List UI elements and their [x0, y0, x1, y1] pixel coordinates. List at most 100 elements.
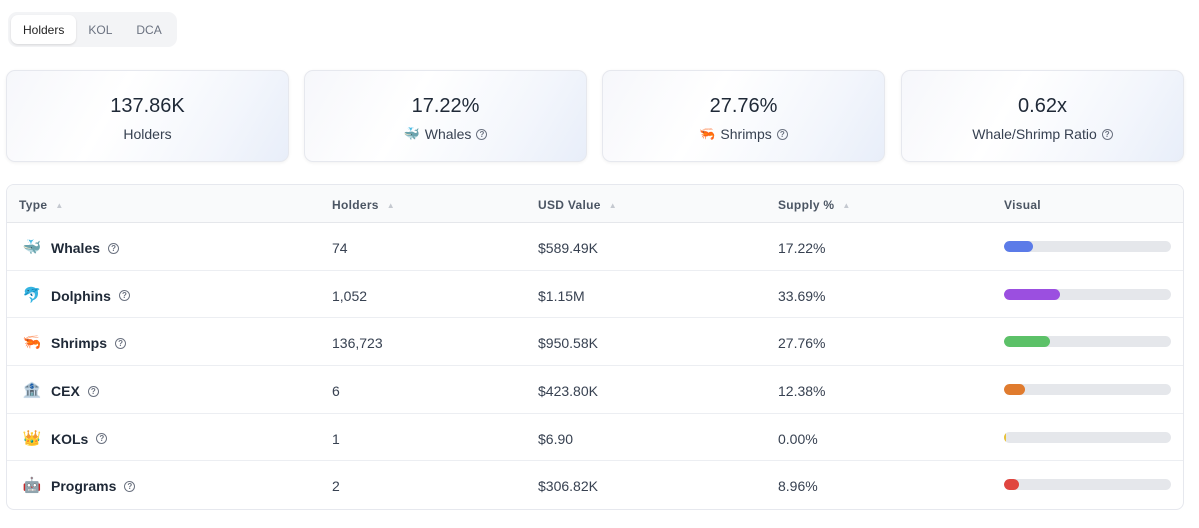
view-tabs: Holders KOL DCA: [8, 12, 177, 47]
holders-count: 74: [332, 240, 348, 256]
supply-percent: 0.00%: [778, 430, 818, 447]
type-cell: 🐳 Whales?: [21, 238, 120, 258]
usd-value: $423.80K: [538, 383, 598, 400]
help-icon[interactable]: ?: [87, 385, 99, 397]
tab-holders[interactable]: Holders: [11, 15, 77, 44]
usd-value: $1.15M: [538, 287, 585, 304]
table-row: 🐳 Whales? 74 $589.49K 17.22%: [7, 223, 1183, 271]
holders-label: Holders: [7, 126, 288, 142]
help-icon[interactable]: ?: [96, 433, 108, 445]
supply-bar: [1004, 288, 1171, 300]
supply-bar-fill: [1004, 479, 1019, 491]
sort-icon[interactable]: ▲: [608, 200, 617, 210]
cex-icon: 🏦: [22, 382, 42, 400]
holders-count: 6: [332, 383, 340, 400]
table-row: 🐬 Dolphins? 1,052 $1.15M 33.69%: [7, 271, 1183, 319]
shrimps-icon: 🦐: [22, 334, 42, 352]
holders-table: Type ▲ Holders ▲ USD Value ▲ Supply % ▲ …: [6, 184, 1184, 510]
supply-bar: [1004, 479, 1171, 491]
summary-cards: 137.86K Holders 17.22% 🐳 Whales ? 27.76%…: [6, 70, 1184, 162]
help-icon[interactable]: ?: [115, 337, 127, 349]
card-whales: 17.22% 🐳 Whales ?: [304, 70, 587, 162]
whales-label-text: Whales: [424, 126, 472, 142]
header-type[interactable]: Type ▲: [19, 198, 64, 212]
header-visual-label: Visual: [1004, 198, 1041, 212]
help-icon[interactable]: ?: [476, 128, 488, 140]
whale-icon: 🐳: [403, 126, 420, 141]
holders-count: 136,723: [332, 335, 383, 352]
shrimp-icon: 🦐: [699, 126, 716, 141]
card-ratio: 0.62x Whale/Shrimp Ratio ?: [901, 70, 1184, 162]
supply-percent: 8.96%: [778, 478, 818, 495]
usd-value: $306.82K: [538, 478, 598, 495]
header-type-label: Type: [19, 198, 48, 212]
header-holders-label: Holders: [332, 198, 379, 212]
sort-icon[interactable]: ▲: [842, 200, 851, 210]
whales-value: 17.22%: [411, 95, 480, 117]
table-row: 🦐 Shrimps? 136,723 $950.58K 27.76%: [7, 318, 1183, 367]
supply-percent: 17.22%: [778, 240, 826, 256]
tab-dca[interactable]: DCA: [136, 23, 162, 37]
type-cell: 🐬 Dolphins?: [21, 286, 130, 306]
whales-label: 🐳 Whales ?: [305, 126, 586, 142]
header-supply-label: Supply %: [778, 198, 835, 212]
usd-value: $950.58K: [538, 335, 598, 352]
sort-icon[interactable]: ▲: [55, 200, 64, 210]
table-row: 🏦 CEX? 6 $423.80K 12.38%: [7, 366, 1183, 414]
type-cell: 🏦 CEX?: [21, 381, 99, 401]
help-icon[interactable]: ?: [1101, 128, 1113, 140]
shrimps-value: 27.76%: [709, 95, 778, 117]
programs-icon: 🤖: [22, 477, 42, 495]
holders-count: 2: [332, 478, 340, 495]
help-icon[interactable]: ?: [124, 480, 136, 492]
header-visual: Visual: [1004, 198, 1041, 212]
type-name: CEX: [51, 383, 80, 400]
supply-bar-fill: [1004, 241, 1033, 252]
tab-kol[interactable]: KOL: [88, 23, 113, 37]
header-usd-label: USD Value: [538, 198, 601, 212]
usd-value: $6.90: [538, 430, 574, 447]
type-name: Programs: [51, 478, 117, 495]
usd-value: $589.49K: [538, 240, 598, 256]
header-holders[interactable]: Holders ▲: [332, 198, 395, 212]
help-icon[interactable]: ?: [108, 242, 120, 254]
help-icon[interactable]: ?: [776, 128, 788, 140]
table-header: Type ▲ Holders ▲ USD Value ▲ Supply % ▲ …: [7, 185, 1183, 223]
supply-bar-fill: [1004, 336, 1051, 348]
type-name: Whales: [51, 240, 101, 256]
type-cell: 🤖 Programs?: [21, 476, 136, 496]
card-holders: 137.86K Holders: [6, 70, 289, 162]
type-cell: 🦐 Shrimps?: [21, 333, 127, 353]
holders-value: 137.86K: [110, 95, 185, 117]
type-name: KOLs: [51, 430, 89, 447]
dolphins-icon: 🐬: [22, 286, 42, 304]
supply-bar: [1004, 336, 1171, 348]
help-icon[interactable]: ?: [118, 290, 130, 302]
type-cell: 👑 KOLs?: [21, 429, 108, 449]
type-name: Dolphins: [51, 287, 111, 304]
holders-label-text: Holders: [123, 126, 172, 142]
card-shrimps: 27.76% 🦐 Shrimps ?: [602, 70, 885, 162]
shrimps-label: 🦐 Shrimps ?: [603, 126, 884, 142]
ratio-value: 0.62x: [1018, 95, 1067, 117]
holders-count: 1,052: [332, 287, 368, 304]
table-row: 🤖 Programs? 2 $306.82K 8.96%: [7, 461, 1183, 509]
header-usd-value[interactable]: USD Value ▲: [538, 198, 617, 212]
holders-count: 1: [332, 430, 340, 447]
kols-icon: 👑: [22, 429, 42, 447]
supply-bar-fill: [1004, 288, 1061, 300]
table-row: 👑 KOLs? 1 $6.90 0.00%: [7, 414, 1183, 462]
type-name: Shrimps: [51, 335, 108, 352]
supply-bar: [1004, 384, 1171, 396]
supply-bar-fill: [1004, 384, 1025, 396]
ratio-label: Whale/Shrimp Ratio ?: [902, 126, 1183, 142]
shrimps-label-text: Shrimps: [720, 126, 772, 142]
table-body: 🐳 Whales? 74 $589.49K 17.22% 🐬 Dolphins? 1,052 $…: [7, 223, 1183, 509]
header-supply[interactable]: Supply % ▲: [778, 198, 851, 212]
supply-bar: [1004, 241, 1171, 252]
supply-percent: 27.76%: [778, 335, 826, 352]
whales-icon: 🐳: [22, 239, 42, 256]
supply-percent: 12.38%: [778, 383, 826, 400]
ratio-label-text: Whale/Shrimp Ratio: [972, 126, 1097, 142]
sort-icon[interactable]: ▲: [386, 200, 395, 210]
